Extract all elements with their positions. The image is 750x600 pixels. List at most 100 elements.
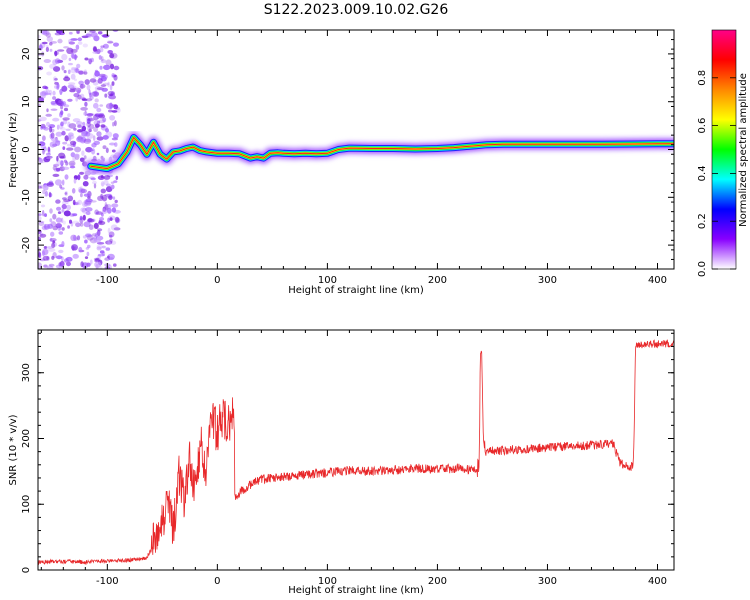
- spectrogram-noise-blob: [72, 85, 76, 89]
- spectrogram-noise-blob: [49, 218, 53, 223]
- spectrogram-x-ticks: -100 0 100 200 300 400: [40, 30, 667, 286]
- spectrogram-noise-blob: [93, 126, 99, 132]
- spectrogram-noise-blob: [38, 182, 41, 186]
- spectrogram-noise-blob: [40, 123, 46, 129]
- spectrogram-noise-blob: [73, 127, 77, 131]
- spectrogram-noise-blob: [107, 50, 113, 54]
- spectrogram-noise-blob: [54, 50, 58, 57]
- spectrogram-noise-blob: [85, 211, 91, 216]
- spectrogram-noise-blob: [109, 102, 113, 109]
- spectrogram-noise-blob: [97, 131, 102, 138]
- spectrogram-noise-blob: [82, 201, 88, 208]
- spectrogram-noise-blob: [93, 140, 100, 145]
- spectrogram-noise-blob: [54, 179, 63, 186]
- spectrogram-noise-blob: [94, 70, 100, 77]
- spectrogram-noise-blob: [54, 32, 62, 36]
- spectrogram-noise-blob: [65, 161, 69, 166]
- spectrogram-noise-blob: [72, 253, 79, 259]
- spectrogram-noise-blob: [114, 199, 118, 204]
- spectrogram-noise-blob: [61, 256, 64, 262]
- spectrogram-noise-blob: [71, 244, 78, 251]
- spectrogram-noise-blob: [60, 187, 65, 190]
- spectrogram-noise-blob: [110, 184, 115, 190]
- spectrogram-noise-blob: [48, 263, 55, 267]
- spectrogram-noise-blob: [69, 219, 72, 224]
- spectrogram-noise-blob: [58, 231, 64, 235]
- spectrogram-noise-blob: [82, 235, 87, 239]
- spectrogram-noise-blob: [100, 84, 107, 87]
- spectrogram-noise-blob: [86, 118, 91, 125]
- spectrogram-noise-blob: [81, 98, 88, 102]
- spectrogram-noise-blob: [61, 65, 65, 71]
- snr-frame: [37, 329, 675, 571]
- spectrogram-noise-blob: [70, 152, 76, 158]
- spectrogram-noise-blob: [113, 227, 121, 231]
- spectrogram-noise-blob: [52, 213, 57, 220]
- spectrogram-noise-blob: [107, 240, 111, 245]
- spectrogram-noise-blob: [70, 73, 76, 80]
- spectrogram-noise-blob: [84, 239, 88, 244]
- spectrogram-noise-blob: [64, 192, 68, 195]
- spectrogram-noise-blob: [83, 155, 87, 160]
- spectrogram-noise-blob: [75, 44, 80, 50]
- spectrogram-noise-blob: [101, 194, 108, 202]
- spectrogram-noise-blob: [46, 71, 52, 76]
- spectrogram-noise-blob: [74, 54, 77, 61]
- spectrogram-noise-blob: [65, 128, 71, 131]
- spectrogram-noise-blob: [69, 89, 76, 93]
- y-tick-label: 0: [21, 146, 32, 152]
- spectrogram-noise-blob: [109, 217, 113, 222]
- spectrogram-noise-blob: [107, 227, 111, 234]
- spectrogram-noise-blob: [107, 217, 110, 223]
- x-tick-label: 300: [538, 275, 557, 286]
- spectrogram-noise-blob: [55, 264, 64, 269]
- spectrogram-noise-blob: [105, 186, 113, 193]
- spectrogram-noise-blob: [113, 74, 118, 81]
- spectrogram-noise-blob: [38, 236, 41, 241]
- spectrogram-noise-blob: [63, 85, 66, 91]
- spectrogram-noise-blob: [56, 206, 62, 211]
- spectrogram-noise-blob: [39, 233, 47, 238]
- spectrogram-noise-blob: [87, 149, 94, 152]
- spectrogram-noise-blob: [96, 152, 100, 156]
- spectrogram-noise-blob: [99, 47, 104, 53]
- spectrogram-noise-blob: [62, 146, 66, 151]
- x-tick-label: 300: [538, 576, 557, 587]
- spectrogram-noise-blob: [44, 190, 49, 197]
- spectrogram-noise-blob: [41, 125, 47, 130]
- spectrogram-noise-blob: [50, 41, 57, 44]
- spectrogram-noise-blob: [79, 93, 85, 100]
- spectrogram-noise-blob: [75, 222, 81, 228]
- spectrogram-noise-blob: [49, 42, 53, 46]
- spectrogram-noise-blob: [109, 53, 115, 59]
- y-tick-label: -10: [21, 189, 32, 205]
- spectrogram-noise-blob: [57, 225, 61, 231]
- spectrogram-noise-blob: [85, 33, 92, 37]
- spectrogram-noise-blob: [74, 68, 80, 73]
- spectrogram-noise-blob: [46, 156, 53, 160]
- spectrogram-noise-blob: [59, 184, 63, 189]
- spectrogram-noise-blob: [68, 57, 72, 62]
- spectrogram-noise-blob: [76, 121, 83, 126]
- spectrogram-noise-blob: [101, 56, 104, 62]
- spectrogram-noise-blob: [104, 204, 109, 211]
- spectrogram-noise-blob: [102, 135, 109, 140]
- spectrogram-noise-blob: [62, 220, 66, 225]
- spectrogram-noise-blob: [75, 68, 79, 74]
- spectrogram-noise-blob: [110, 224, 118, 231]
- spectrogram-noise-blob: [112, 133, 119, 139]
- spectrogram-noise-blob: [38, 221, 45, 227]
- snr-series-group: [38, 339, 674, 566]
- spectrogram-noise-blob: [56, 124, 60, 130]
- spectrogram-noise-blob: [112, 196, 116, 200]
- spectrogram-noise-blob: [97, 253, 105, 257]
- spectrogram-noise-blob: [45, 44, 49, 48]
- spectrogram-noise-blob: [97, 220, 106, 226]
- spectrogram-noise-blob: [89, 30, 96, 33]
- spectrogram-noise-blob: [81, 150, 85, 156]
- spectrogram-noise-blob: [38, 158, 44, 164]
- spectrogram-noise-blob: [84, 69, 87, 73]
- spectrogram-noise-blob: [60, 160, 64, 167]
- spectrogram-noise-blob: [67, 121, 71, 128]
